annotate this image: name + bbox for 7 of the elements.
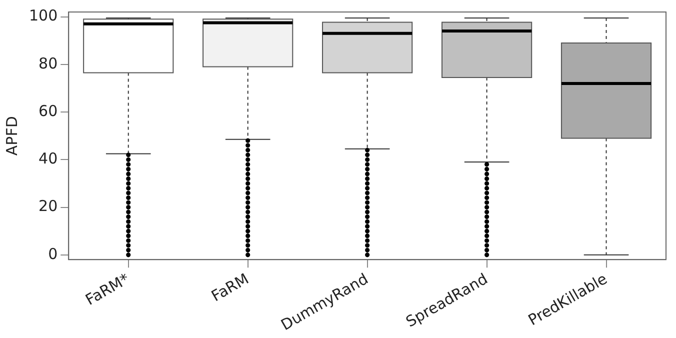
y-axis-title: APFD [2,116,21,156]
y-tick-label: 80 [38,54,58,72]
y-tick-label: 20 [38,197,58,216]
y-tick-label: 100 [28,6,58,25]
y-tick-label: 40 [38,150,58,168]
y-tick-label: 60 [38,102,58,120]
y-tick-label: 0 [48,244,58,263]
